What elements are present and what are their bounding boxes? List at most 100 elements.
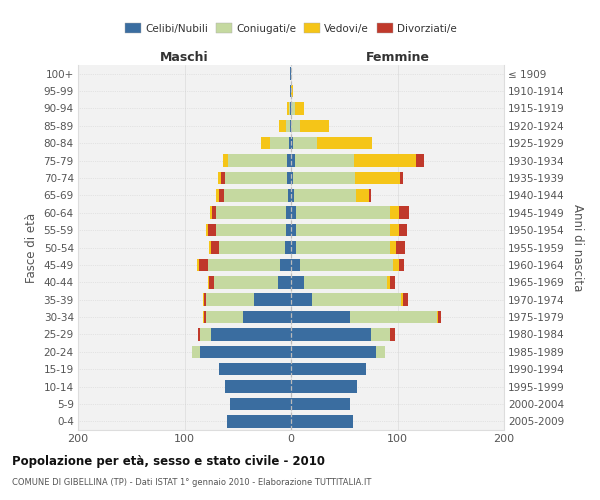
Bar	[355, 172, 400, 184]
Bar	[317, 137, 372, 149]
Bar	[390, 224, 398, 236]
Bar	[356, 189, 369, 202]
Bar	[393, 258, 398, 271]
Bar	[209, 276, 214, 288]
Bar	[218, 172, 221, 184]
Bar	[243, 311, 291, 324]
Bar	[221, 172, 225, 184]
Bar	[212, 206, 217, 219]
Bar	[214, 276, 278, 288]
Bar	[296, 206, 390, 219]
Bar	[295, 102, 304, 115]
Text: Maschi: Maschi	[160, 51, 209, 64]
Bar	[218, 363, 291, 376]
Bar	[217, 206, 286, 219]
Bar	[284, 241, 291, 254]
Bar	[290, 120, 291, 132]
Bar	[217, 224, 286, 236]
Bar	[291, 363, 365, 376]
Bar	[286, 120, 290, 132]
Y-axis label: Anni di nascita: Anni di nascita	[571, 204, 584, 291]
Bar	[192, 346, 200, 358]
Bar	[228, 154, 287, 167]
Bar	[390, 328, 395, 340]
Bar	[200, 328, 211, 340]
Bar	[206, 224, 208, 236]
Bar	[287, 172, 291, 184]
Bar	[206, 311, 243, 324]
Bar	[203, 311, 206, 324]
Bar	[398, 206, 409, 219]
Bar	[369, 189, 371, 202]
Bar	[279, 120, 286, 132]
Bar	[416, 154, 424, 167]
Bar	[291, 85, 293, 98]
Bar	[217, 189, 218, 202]
Bar	[225, 380, 291, 393]
Bar	[254, 294, 291, 306]
Bar	[291, 415, 353, 428]
Bar	[291, 294, 313, 306]
Bar	[261, 137, 270, 149]
Bar	[291, 137, 293, 149]
Bar	[208, 276, 209, 288]
Bar	[291, 328, 371, 340]
Bar	[211, 328, 291, 340]
Bar	[293, 137, 317, 149]
Bar	[280, 258, 291, 271]
Bar	[304, 276, 387, 288]
Bar	[291, 398, 350, 410]
Bar	[289, 137, 291, 149]
Bar	[209, 241, 211, 254]
Bar	[398, 258, 404, 271]
Bar	[291, 311, 350, 324]
Bar	[350, 311, 437, 324]
Bar	[291, 154, 295, 167]
Bar	[224, 189, 288, 202]
Bar	[208, 258, 280, 271]
Bar	[437, 311, 438, 324]
Bar	[291, 189, 294, 202]
Bar	[290, 68, 291, 80]
Bar	[299, 120, 329, 132]
Bar	[270, 137, 289, 149]
Bar	[291, 258, 299, 271]
Bar	[225, 172, 287, 184]
Bar	[289, 102, 290, 115]
Bar	[299, 258, 393, 271]
Bar	[288, 189, 291, 202]
Bar	[294, 189, 356, 202]
Text: Femmine: Femmine	[365, 51, 430, 64]
Bar	[199, 258, 208, 271]
Text: Popolazione per età, sesso e stato civile - 2010: Popolazione per età, sesso e stato civil…	[12, 455, 325, 468]
Text: COMUNE DI GIBELLINA (TP) - Dati ISTAT 1° gennaio 2010 - Elaborazione TUTTITALIA.: COMUNE DI GIBELLINA (TP) - Dati ISTAT 1°…	[12, 478, 371, 487]
Bar	[203, 294, 206, 306]
Bar	[371, 328, 390, 340]
Bar	[296, 241, 390, 254]
Bar	[218, 189, 224, 202]
Bar	[206, 294, 254, 306]
Bar	[286, 224, 291, 236]
Bar	[291, 276, 304, 288]
Legend: Celibi/Nubili, Coniugati/e, Vedovi/e, Divorziati/e: Celibi/Nubili, Coniugati/e, Vedovi/e, Di…	[121, 19, 461, 38]
Bar	[290, 102, 291, 115]
Bar	[390, 276, 395, 288]
Bar	[296, 224, 390, 236]
Bar	[200, 346, 291, 358]
Bar	[398, 224, 407, 236]
Bar	[208, 224, 217, 236]
Bar	[376, 346, 385, 358]
Bar	[313, 294, 401, 306]
Bar	[291, 241, 296, 254]
Bar	[197, 258, 199, 271]
Bar	[223, 154, 228, 167]
Bar	[287, 102, 289, 115]
Bar	[291, 346, 376, 358]
Bar	[287, 154, 291, 167]
Bar	[230, 398, 291, 410]
Bar	[295, 154, 354, 167]
Bar	[387, 276, 390, 288]
Bar	[438, 311, 441, 324]
Bar	[403, 294, 408, 306]
Bar	[218, 241, 284, 254]
